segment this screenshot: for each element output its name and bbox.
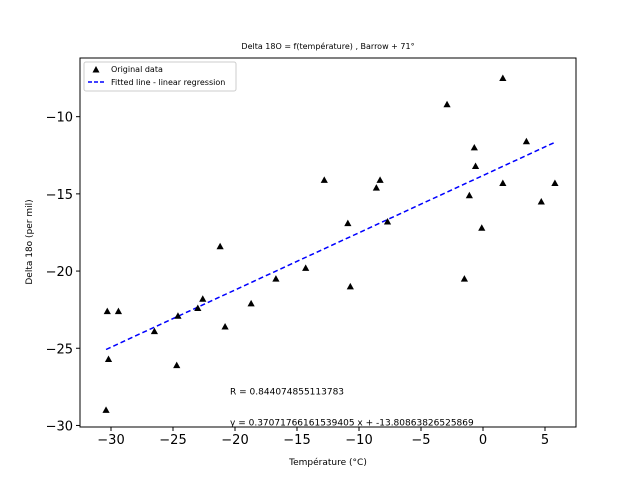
chart-title: Delta 18O = f(température) , Barrow + 71… xyxy=(241,41,414,51)
data-point xyxy=(443,100,451,108)
plot-area xyxy=(80,58,576,427)
data-point xyxy=(150,327,158,335)
data-point xyxy=(465,191,473,199)
data-point xyxy=(551,179,559,186)
data-point xyxy=(104,355,113,362)
x-tick-label: −25 xyxy=(159,433,186,448)
data-point xyxy=(194,304,202,311)
y-tick-label: −25 xyxy=(46,342,73,357)
y-axis-label: Delta 18o (per mil) xyxy=(25,199,35,284)
data-point xyxy=(103,307,111,315)
data-point xyxy=(174,312,182,319)
data-point xyxy=(302,264,310,271)
x-axis-label: Température (°C) xyxy=(288,457,367,468)
data-point xyxy=(272,275,280,282)
data-point xyxy=(383,218,392,225)
data-point xyxy=(346,282,354,290)
data-point xyxy=(102,406,110,413)
legend-label-fitted-line: Fitted line - linear regression xyxy=(111,78,225,87)
regression-line xyxy=(105,141,556,351)
data-point xyxy=(460,275,468,282)
data-point xyxy=(247,299,255,307)
data-point xyxy=(376,176,384,183)
data-point xyxy=(372,184,380,191)
data-point xyxy=(478,224,486,231)
y-tick-label: −30 xyxy=(46,419,73,434)
x-axis: −30 −25 −20 −15 −10 −5 0 5 xyxy=(97,427,549,448)
series-layer xyxy=(102,74,559,413)
x-tick-label: −10 xyxy=(345,433,372,448)
data-point xyxy=(499,74,507,81)
data-point xyxy=(216,242,224,250)
x-tick-label: 0 xyxy=(479,433,487,448)
annotation-layer: R = 0.844074855113783 y = 0.3707176616153… xyxy=(230,388,474,429)
x-tick-label: 5 xyxy=(541,433,549,448)
legend-box xyxy=(83,61,237,92)
data-point xyxy=(344,219,352,227)
plot-frame xyxy=(79,57,577,428)
y-tick-label: −10 xyxy=(46,111,73,126)
data-point xyxy=(173,361,181,369)
x-tick-label: −20 xyxy=(221,433,248,448)
data-point xyxy=(537,197,545,205)
annotation-regression-equation: y = 0.37071766161539405 x + -13.80863826… xyxy=(230,418,474,428)
data-point xyxy=(470,143,478,151)
data-point xyxy=(499,179,507,186)
data-point xyxy=(522,137,530,145)
data-point xyxy=(221,323,229,330)
data-point xyxy=(320,176,328,183)
annotation-r-value: R = 0.844074855113783 xyxy=(230,388,344,398)
legend: Original data Fitted line - linear regre… xyxy=(83,61,237,92)
legend-label-original-data: Original data xyxy=(111,65,163,74)
x-tick-label: −5 xyxy=(411,433,430,448)
y-tick-label: −20 xyxy=(46,265,73,280)
y-tick-label: −15 xyxy=(46,188,73,203)
data-point xyxy=(114,307,123,315)
y-axis: −30 −25 −20 −15 −10 xyxy=(46,111,80,434)
data-point xyxy=(199,295,207,302)
x-tick-label: −30 xyxy=(97,433,124,448)
x-tick-label: −15 xyxy=(283,433,310,448)
legend-marker-original-data xyxy=(92,66,100,73)
data-point xyxy=(471,162,480,169)
